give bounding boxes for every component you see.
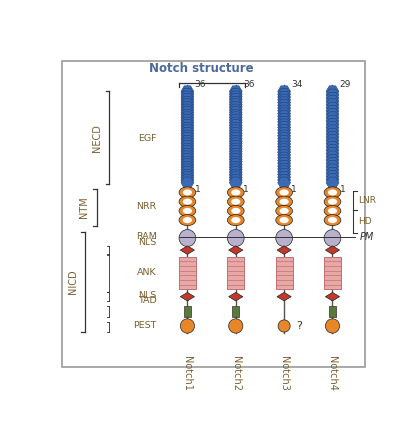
Text: Notch4: Notch4 xyxy=(327,356,337,391)
Ellipse shape xyxy=(324,187,341,198)
Circle shape xyxy=(179,230,196,247)
Ellipse shape xyxy=(228,196,244,207)
Polygon shape xyxy=(229,292,243,301)
Ellipse shape xyxy=(183,199,192,205)
Text: 36: 36 xyxy=(195,80,206,89)
FancyBboxPatch shape xyxy=(276,257,292,289)
Ellipse shape xyxy=(328,199,337,205)
Text: 1: 1 xyxy=(339,184,345,194)
Text: RAM: RAM xyxy=(136,232,157,241)
Ellipse shape xyxy=(228,205,244,217)
Text: ?: ? xyxy=(296,321,302,331)
Circle shape xyxy=(325,319,339,333)
Ellipse shape xyxy=(276,214,292,225)
Ellipse shape xyxy=(280,199,289,205)
Text: TAD: TAD xyxy=(138,297,157,305)
Ellipse shape xyxy=(328,190,337,195)
Text: Notch structure: Notch structure xyxy=(149,62,253,75)
Text: 1: 1 xyxy=(243,184,249,194)
Circle shape xyxy=(276,230,292,247)
Ellipse shape xyxy=(179,214,196,225)
Ellipse shape xyxy=(324,196,341,207)
Polygon shape xyxy=(325,292,339,301)
Text: 29: 29 xyxy=(339,80,351,89)
Ellipse shape xyxy=(183,217,192,223)
Ellipse shape xyxy=(228,214,244,225)
Text: NLS: NLS xyxy=(139,239,157,247)
Ellipse shape xyxy=(228,187,244,198)
Polygon shape xyxy=(277,246,291,254)
Circle shape xyxy=(228,230,244,247)
FancyBboxPatch shape xyxy=(232,306,239,317)
Text: 34: 34 xyxy=(291,80,302,89)
Text: Notch3: Notch3 xyxy=(279,356,289,391)
Ellipse shape xyxy=(276,187,292,198)
Circle shape xyxy=(324,230,341,247)
Ellipse shape xyxy=(231,208,240,214)
Text: HD: HD xyxy=(358,217,372,226)
Text: EGF: EGF xyxy=(138,134,157,143)
Polygon shape xyxy=(277,292,291,301)
Ellipse shape xyxy=(280,217,289,223)
Ellipse shape xyxy=(328,208,337,214)
Ellipse shape xyxy=(328,217,337,223)
FancyBboxPatch shape xyxy=(228,257,244,289)
Text: 36: 36 xyxy=(243,80,254,89)
FancyBboxPatch shape xyxy=(324,257,341,289)
Text: LNR: LNR xyxy=(358,196,376,206)
Ellipse shape xyxy=(231,199,240,205)
Polygon shape xyxy=(229,246,243,254)
Ellipse shape xyxy=(179,205,196,217)
FancyBboxPatch shape xyxy=(179,257,196,289)
Text: NECD: NECD xyxy=(92,124,102,152)
Text: ANK: ANK xyxy=(137,269,157,277)
Ellipse shape xyxy=(324,214,341,225)
Ellipse shape xyxy=(276,205,292,217)
Text: Notch2: Notch2 xyxy=(231,356,241,391)
Circle shape xyxy=(229,319,243,333)
Polygon shape xyxy=(180,246,195,254)
Text: Notch1: Notch1 xyxy=(182,356,193,391)
Ellipse shape xyxy=(231,190,240,195)
Text: 1: 1 xyxy=(195,184,200,194)
Ellipse shape xyxy=(183,190,192,195)
Polygon shape xyxy=(180,292,195,301)
Circle shape xyxy=(278,320,290,332)
Ellipse shape xyxy=(179,196,196,207)
Ellipse shape xyxy=(231,217,240,223)
Ellipse shape xyxy=(183,208,192,214)
Ellipse shape xyxy=(280,190,289,195)
Ellipse shape xyxy=(276,196,292,207)
Text: NICD: NICD xyxy=(68,270,78,294)
FancyBboxPatch shape xyxy=(62,60,365,367)
Text: 1: 1 xyxy=(291,184,297,194)
FancyBboxPatch shape xyxy=(329,306,336,317)
Text: PM: PM xyxy=(360,232,374,242)
Polygon shape xyxy=(325,246,339,254)
Circle shape xyxy=(180,319,195,333)
Text: NLS: NLS xyxy=(139,291,157,299)
Text: NTM: NTM xyxy=(79,197,89,218)
Text: NRR: NRR xyxy=(136,202,157,211)
Ellipse shape xyxy=(179,187,196,198)
Ellipse shape xyxy=(280,208,289,214)
Text: PEST: PEST xyxy=(134,321,157,330)
Ellipse shape xyxy=(324,205,341,217)
FancyBboxPatch shape xyxy=(184,306,191,317)
